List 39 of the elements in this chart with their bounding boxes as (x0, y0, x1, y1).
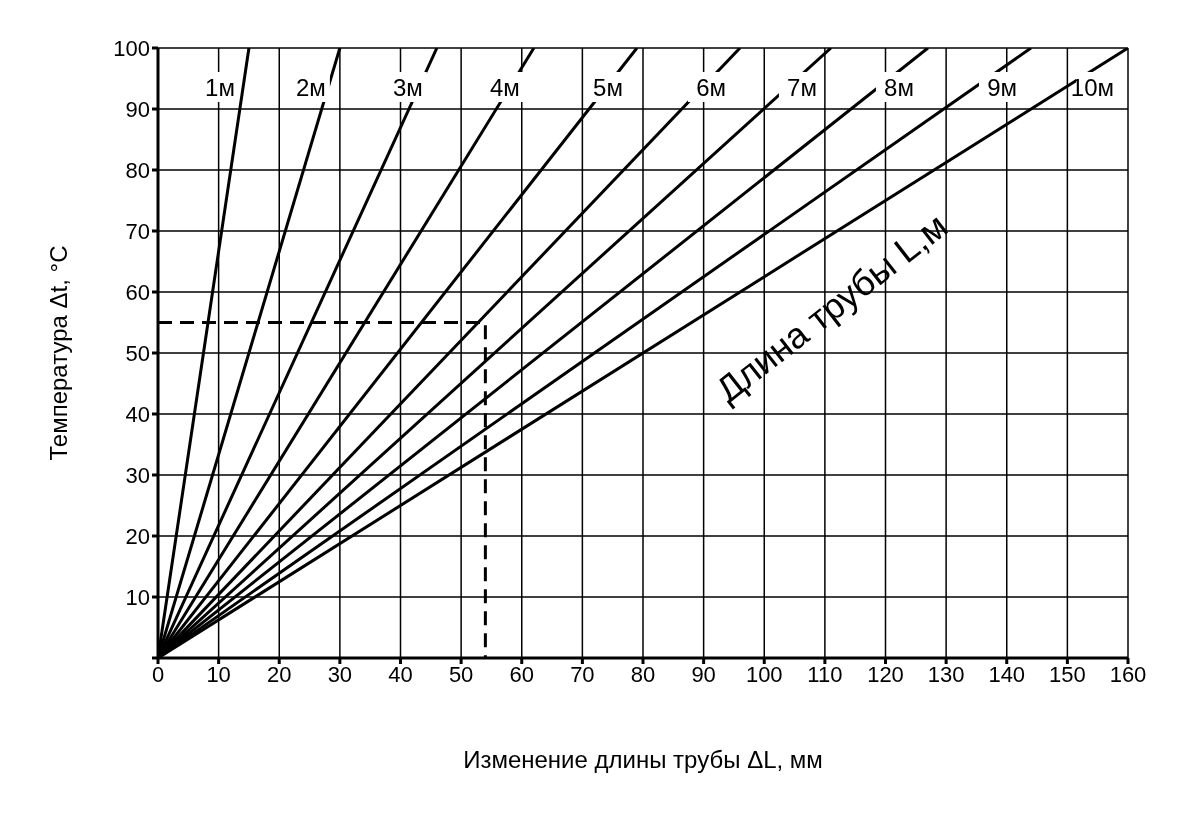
x-tick-label: 90 (691, 661, 716, 687)
y-tick-label: 90 (125, 96, 150, 122)
y-tick-label: 50 (125, 340, 150, 366)
y-tick-label: 80 (125, 157, 150, 183)
x-tick-label: 80 (630, 661, 656, 687)
x-tick-label: 140 (988, 661, 1026, 687)
y-tick-label: 10 (125, 584, 150, 610)
series-label: 2м (296, 74, 326, 101)
x-tick-label: 60 (509, 661, 534, 687)
x-tick-label: 70 (570, 661, 595, 687)
x-tick-label: 10 (206, 661, 231, 687)
y-tick-label: 60 (125, 279, 150, 305)
series-label: 4м (490, 74, 520, 101)
y-tick-label: 100 (113, 35, 150, 61)
x-axis-title: Изменение длины трубы ΔL, мм (463, 746, 823, 773)
y-tick-label: 70 (125, 218, 150, 244)
series-label: 7м (787, 74, 817, 101)
series-label: 6м (696, 74, 726, 101)
x-tick-label: 50 (448, 661, 474, 687)
x-tick-label: 30 (327, 661, 353, 687)
x-tick-label: 120 (867, 661, 904, 687)
series-label: 5м (593, 74, 623, 101)
y-tick-label: 30 (125, 462, 150, 488)
series-label: 10м (1070, 74, 1114, 101)
x-tick-label: 0 (151, 661, 165, 687)
x-tick-label: 110 (807, 661, 843, 687)
x-tick-label: 150 (1049, 661, 1086, 687)
x-tick-label: 160 (1109, 661, 1147, 687)
y-tick-label: 40 (125, 401, 150, 427)
series-label: 8м (884, 74, 914, 101)
series-label: 9м (987, 74, 1017, 101)
x-tick-label: 40 (388, 661, 413, 687)
series-label: 3м (393, 74, 423, 101)
x-tick-label: 130 (927, 661, 965, 687)
series-label: 1м (205, 74, 235, 101)
y-axis-title: Температура Δt, °C (44, 245, 72, 461)
x-tick-label: 100 (745, 661, 783, 687)
x-tick-label: 20 (267, 661, 292, 687)
y-tick-label: 20 (125, 523, 150, 549)
